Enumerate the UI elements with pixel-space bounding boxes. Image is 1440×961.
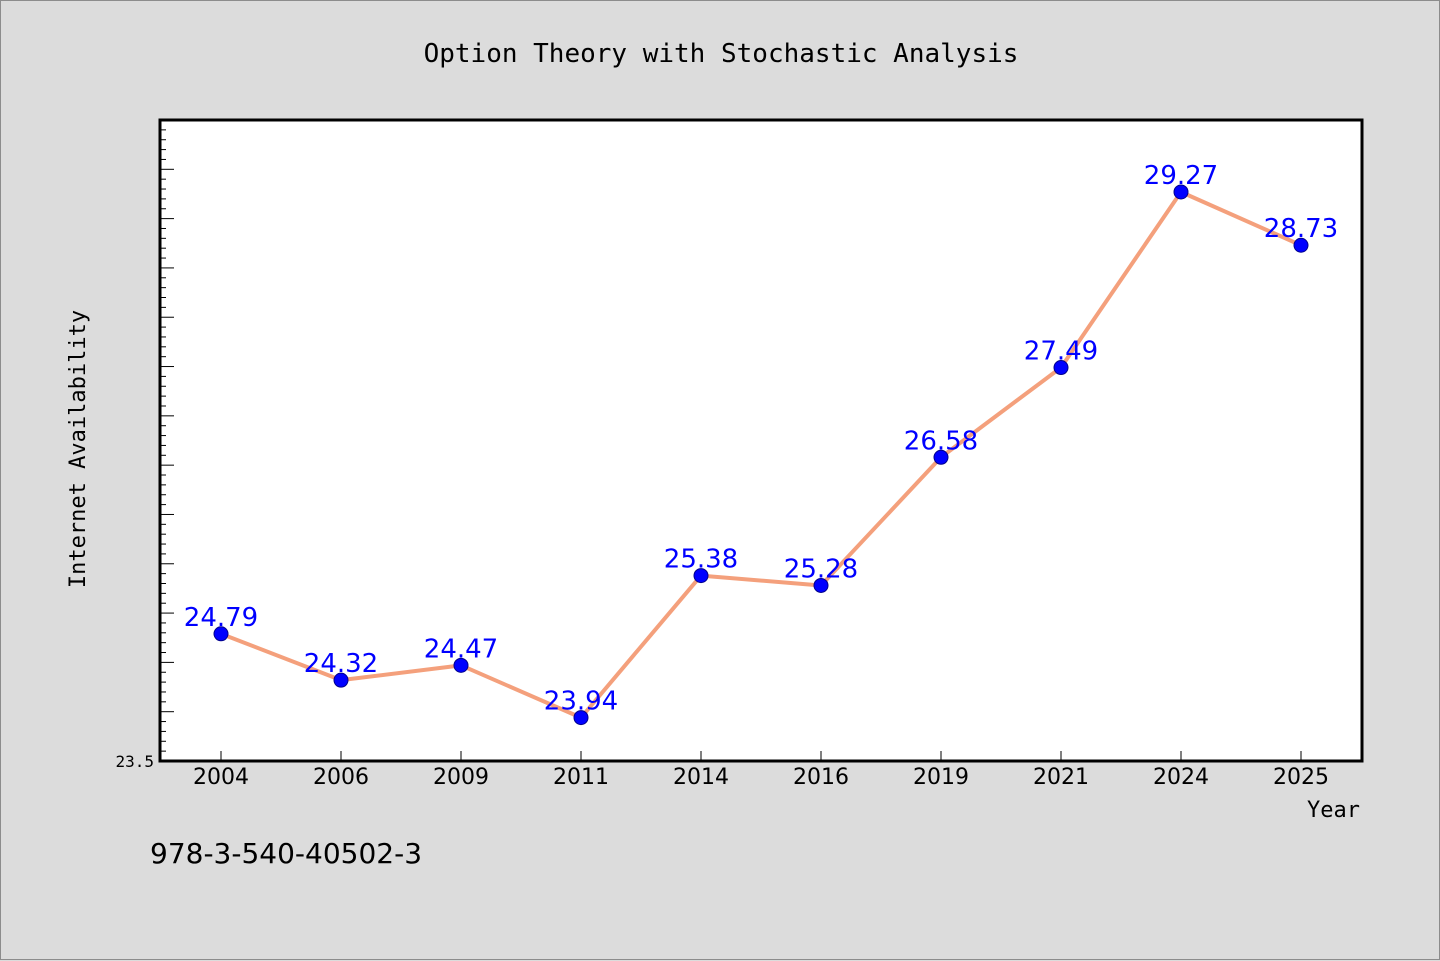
series-line (220, 189, 1302, 720)
x-axis-tick-labels: 2004 2006 2009 2011 2014 2016 2019 2021 2024 2025 (193, 765, 1329, 790)
data-point (1293, 237, 1309, 253)
x-tick-label: 2014 (673, 765, 729, 790)
x-axis-label: Year (1307, 798, 1360, 823)
x-axis-ticks (220, 751, 1302, 761)
data-point (813, 577, 829, 593)
data-point (333, 672, 349, 688)
data-label: 28.73 (1264, 214, 1338, 244)
x-tick-label: 2021 (1033, 765, 1089, 790)
data-label: 25.28 (784, 554, 858, 584)
x-tick-label: 2024 (1153, 765, 1209, 790)
chart-title: Option Theory with Stochastic Analysis (424, 39, 1019, 69)
x-tick-label: 2009 (433, 765, 489, 790)
data-label: 29.27 (1144, 161, 1218, 191)
data-point (1173, 184, 1189, 200)
data-label: 24.47 (424, 634, 498, 664)
x-tick-label: 2011 (553, 765, 609, 790)
data-label: 26.58 (904, 426, 978, 456)
data-label: 23.94 (544, 687, 618, 717)
data-point (1053, 360, 1069, 376)
isbn-text: 978-3-540-40502-3 (150, 837, 422, 870)
x-tick-label: 2019 (913, 765, 969, 790)
series-markers (213, 184, 1309, 726)
x-tick-label: 2025 (1273, 765, 1329, 790)
data-point (573, 710, 589, 726)
data-label: 27.49 (1024, 337, 1098, 367)
y-axis-label: Internet Availability (66, 310, 91, 588)
y-axis-ticks (160, 129, 174, 762)
y-tick-label: 23.5 (115, 752, 154, 771)
data-point (933, 449, 949, 465)
plot-area (158, 118, 1364, 763)
data-point (693, 568, 709, 584)
x-tick-label: 2006 (313, 765, 369, 790)
data-label: 25.38 (664, 545, 738, 575)
data-label: 24.32 (304, 649, 378, 679)
data-label: 24.79 (184, 603, 258, 633)
data-point (213, 626, 229, 642)
x-tick-label: 2016 (793, 765, 849, 790)
data-point (453, 657, 469, 673)
data-labels: 24.79 24.32 24.47 23.94 25.38 25.28 26.58 27.49… (184, 161, 1338, 717)
x-tick-label: 2004 (193, 765, 249, 790)
